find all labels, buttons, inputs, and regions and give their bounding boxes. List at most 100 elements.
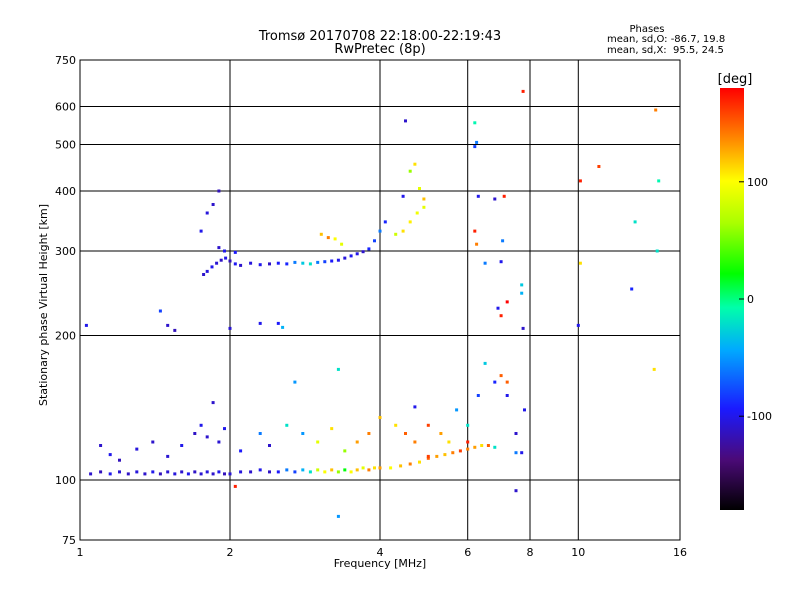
data-point [316,440,320,444]
y-axis-ticks: 75 100 200 300 400 500 600 750 [55,54,76,547]
y-tick-label: 750 [55,54,76,67]
data-point [578,179,582,183]
data-point [258,263,262,267]
data-point [349,470,353,474]
data-point [211,472,215,476]
data-point [473,145,477,149]
data-point [473,229,477,233]
data-point [343,256,347,260]
x-tick-label: 8 [527,546,534,559]
data-point [408,462,412,466]
data-point [285,262,289,266]
data-point [418,460,421,464]
data-point [361,466,365,470]
data-point [151,470,155,474]
data-point [499,260,503,264]
colorbar-tick-label: 100 [747,176,768,189]
data-point [249,261,253,265]
data-point [285,423,289,427]
data-point [476,394,480,397]
data-point [473,445,477,449]
data-point [486,444,490,447]
data-point [378,229,382,233]
data-point [401,194,405,198]
data-point [330,468,334,472]
data-point [308,470,312,474]
data-point [118,470,121,474]
data-point [205,211,209,215]
data-point [521,89,525,93]
data-point [483,261,487,265]
data-point [301,432,305,435]
data-point [408,220,412,224]
data-point [383,220,387,224]
data-point [520,291,524,295]
data-point [475,140,479,144]
data-point [166,470,170,474]
data-point [89,472,93,476]
data-point [501,239,505,243]
data-point [367,432,371,435]
data-point [316,468,320,472]
data-point [228,472,232,476]
phases-annotation-line1: mean, sd,O: -86.7, 19.8 [607,34,725,45]
data-point [158,472,162,476]
data-point [180,470,184,474]
data-point [268,262,271,266]
data-point [439,432,443,435]
data-point [215,261,219,265]
data-point [211,203,215,206]
data-point [413,405,417,409]
x-tick-label: 4 [377,546,384,559]
data-point [447,440,451,444]
data-point [505,394,509,397]
data-point [505,300,509,304]
data-point [219,258,223,262]
data-point [373,466,376,470]
data-point [199,229,203,233]
data-point [458,449,462,453]
data-point [276,261,280,265]
x-tick-label: 10 [571,546,585,559]
data-point [223,472,226,476]
data-point [514,489,518,493]
data-point [654,108,658,112]
data-point [135,447,139,451]
data-point [466,440,470,444]
colorbar-label: [deg] [718,72,753,87]
data-point [217,440,221,444]
data-point [502,194,506,198]
grid-lines [80,60,680,540]
phases-annotation-line2: mean, sd,X: 95.5, 24.5 [607,45,724,56]
data-point [285,468,289,472]
data-point [576,323,580,327]
data-point [186,472,190,476]
data-point [151,440,155,444]
data-point [657,179,661,183]
y-tick-label: 300 [55,245,76,258]
data-point [514,451,518,455]
data-point [336,367,340,371]
data-point [293,380,297,384]
data-point [343,468,347,472]
data-point [514,432,518,435]
data-point [323,470,327,474]
data-point [326,236,330,240]
data-point [520,283,524,287]
x-tick-label: 16 [673,546,687,559]
data-point [166,454,170,458]
data-point [630,287,634,291]
data-point [323,260,327,264]
data-point [480,444,484,447]
data-point [336,514,340,518]
data-point [413,162,417,166]
data-points [84,89,661,518]
data-point [597,165,601,168]
data-point [99,470,103,474]
colorbar-ticks: 100 0 -100 [739,176,772,423]
data-point [205,470,209,474]
data-point [330,259,334,263]
data-point [426,456,430,460]
data-point [166,323,170,327]
